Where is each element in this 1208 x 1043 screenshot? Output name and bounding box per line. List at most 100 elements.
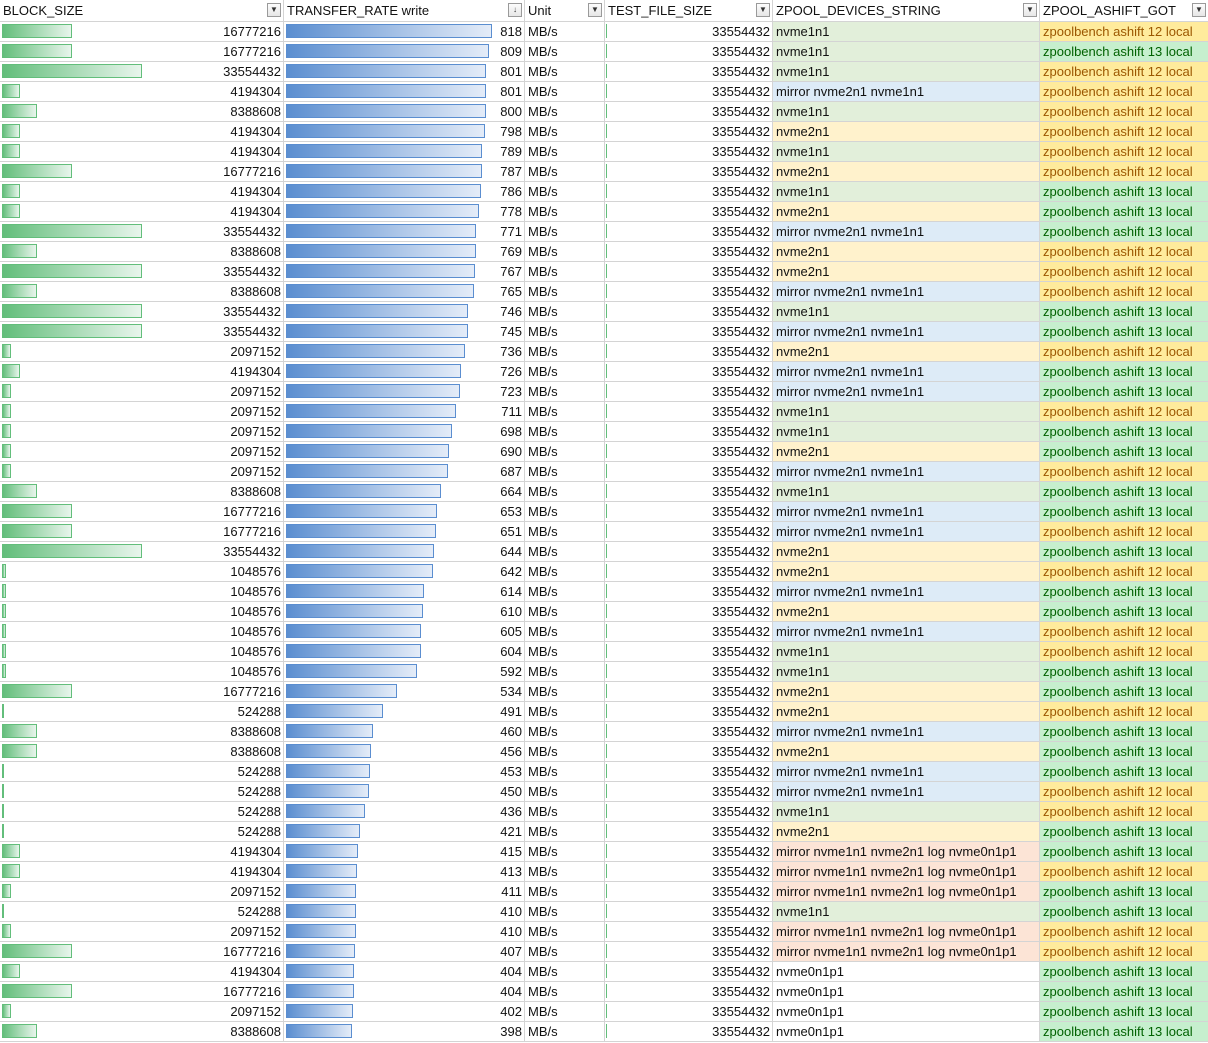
cell-test-file-size[interactable]: 33554432 <box>605 602 773 622</box>
cell-block-size[interactable]: 4194304 <box>0 142 284 162</box>
cell-unit[interactable]: MB/s <box>525 842 605 862</box>
cell-transfer-rate[interactable]: 642 <box>284 562 525 582</box>
cell-test-file-size[interactable]: 33554432 <box>605 462 773 482</box>
cell-ashift[interactable]: zpoolbench ashift 13 local <box>1040 962 1208 982</box>
cell-unit[interactable]: MB/s <box>525 102 605 122</box>
cell-test-file-size[interactable]: 33554432 <box>605 762 773 782</box>
cell-block-size[interactable]: 524288 <box>0 702 284 722</box>
cell-ashift[interactable]: zpoolbench ashift 12 local <box>1040 162 1208 182</box>
cell-block-size[interactable]: 2097152 <box>0 402 284 422</box>
cell-test-file-size[interactable]: 33554432 <box>605 42 773 62</box>
cell-ashift[interactable]: zpoolbench ashift 13 local <box>1040 542 1208 562</box>
cell-unit[interactable]: MB/s <box>525 582 605 602</box>
cell-test-file-size[interactable]: 33554432 <box>605 22 773 42</box>
cell-devices[interactable]: nvme2n1 <box>773 342 1040 362</box>
cell-devices[interactable]: nvme1n1 <box>773 802 1040 822</box>
cell-transfer-rate[interactable]: 723 <box>284 382 525 402</box>
cell-transfer-rate[interactable]: 402 <box>284 1002 525 1022</box>
cell-block-size[interactable]: 2097152 <box>0 922 284 942</box>
cell-transfer-rate[interactable]: 801 <box>284 82 525 102</box>
cell-transfer-rate[interactable]: 653 <box>284 502 525 522</box>
cell-devices[interactable]: mirror nvme2n1 nvme1n1 <box>773 502 1040 522</box>
cell-transfer-rate[interactable]: 410 <box>284 922 525 942</box>
cell-block-size[interactable]: 8388608 <box>0 722 284 742</box>
cell-unit[interactable]: MB/s <box>525 282 605 302</box>
cell-devices[interactable]: nvme0n1p1 <box>773 982 1040 1002</box>
cell-unit[interactable]: MB/s <box>525 322 605 342</box>
cell-devices[interactable]: nvme0n1p1 <box>773 1002 1040 1022</box>
cell-test-file-size[interactable]: 33554432 <box>605 662 773 682</box>
cell-devices[interactable]: nvme2n1 <box>773 202 1040 222</box>
cell-test-file-size[interactable]: 33554432 <box>605 902 773 922</box>
cell-block-size[interactable]: 2097152 <box>0 462 284 482</box>
cell-unit[interactable]: MB/s <box>525 22 605 42</box>
cell-transfer-rate[interactable]: 534 <box>284 682 525 702</box>
cell-test-file-size[interactable]: 33554432 <box>605 142 773 162</box>
cell-block-size[interactable]: 1048576 <box>0 642 284 662</box>
cell-devices[interactable]: mirror nvme1n1 nvme2n1 log nvme0n1p1 <box>773 842 1040 862</box>
cell-transfer-rate[interactable]: 413 <box>284 862 525 882</box>
cell-ashift[interactable]: zpoolbench ashift 12 local <box>1040 922 1208 942</box>
header-unit[interactable]: Unit ▼ <box>525 0 605 22</box>
cell-devices[interactable]: mirror nvme2n1 nvme1n1 <box>773 782 1040 802</box>
cell-devices[interactable]: mirror nvme1n1 nvme2n1 log nvme0n1p1 <box>773 862 1040 882</box>
cell-test-file-size[interactable]: 33554432 <box>605 242 773 262</box>
cell-devices[interactable]: mirror nvme2n1 nvme1n1 <box>773 722 1040 742</box>
cell-block-size[interactable]: 1048576 <box>0 662 284 682</box>
cell-block-size[interactable]: 524288 <box>0 762 284 782</box>
cell-test-file-size[interactable]: 33554432 <box>605 562 773 582</box>
cell-ashift[interactable]: zpoolbench ashift 13 local <box>1040 982 1208 1002</box>
cell-transfer-rate[interactable]: 786 <box>284 182 525 202</box>
cell-block-size[interactable]: 33554432 <box>0 322 284 342</box>
cell-transfer-rate[interactable]: 614 <box>284 582 525 602</box>
cell-ashift[interactable]: zpoolbench ashift 13 local <box>1040 602 1208 622</box>
cell-ashift[interactable]: zpoolbench ashift 12 local <box>1040 782 1208 802</box>
cell-ashift[interactable]: zpoolbench ashift 13 local <box>1040 582 1208 602</box>
cell-devices[interactable]: mirror nvme2n1 nvme1n1 <box>773 382 1040 402</box>
cell-transfer-rate[interactable]: 736 <box>284 342 525 362</box>
cell-transfer-rate[interactable]: 453 <box>284 762 525 782</box>
cell-block-size[interactable]: 524288 <box>0 802 284 822</box>
cell-ashift[interactable]: zpoolbench ashift 13 local <box>1040 222 1208 242</box>
cell-block-size[interactable]: 8388608 <box>0 1022 284 1042</box>
cell-block-size[interactable]: 1048576 <box>0 602 284 622</box>
header-test-file-size[interactable]: TEST_FILE_SIZE ▼ <box>605 0 773 22</box>
cell-transfer-rate[interactable]: 789 <box>284 142 525 162</box>
cell-block-size[interactable]: 1048576 <box>0 622 284 642</box>
cell-unit[interactable]: MB/s <box>525 42 605 62</box>
cell-test-file-size[interactable]: 33554432 <box>605 822 773 842</box>
cell-block-size[interactable]: 2097152 <box>0 1002 284 1022</box>
cell-block-size[interactable]: 16777216 <box>0 682 284 702</box>
cell-test-file-size[interactable]: 33554432 <box>605 982 773 1002</box>
cell-ashift[interactable]: zpoolbench ashift 13 local <box>1040 762 1208 782</box>
cell-test-file-size[interactable]: 33554432 <box>605 102 773 122</box>
cell-test-file-size[interactable]: 33554432 <box>605 362 773 382</box>
cell-block-size[interactable]: 8388608 <box>0 482 284 502</box>
cell-ashift[interactable]: zpoolbench ashift 13 local <box>1040 482 1208 502</box>
cell-ashift[interactable]: zpoolbench ashift 13 local <box>1040 442 1208 462</box>
cell-devices[interactable]: nvme2n1 <box>773 602 1040 622</box>
cell-transfer-rate[interactable]: 491 <box>284 702 525 722</box>
cell-block-size[interactable]: 1048576 <box>0 582 284 602</box>
cell-test-file-size[interactable]: 33554432 <box>605 182 773 202</box>
cell-unit[interactable]: MB/s <box>525 882 605 902</box>
cell-block-size[interactable]: 16777216 <box>0 162 284 182</box>
cell-transfer-rate[interactable]: 605 <box>284 622 525 642</box>
cell-block-size[interactable]: 4194304 <box>0 182 284 202</box>
cell-test-file-size[interactable]: 33554432 <box>605 502 773 522</box>
cell-test-file-size[interactable]: 33554432 <box>605 122 773 142</box>
cell-block-size[interactable]: 4194304 <box>0 122 284 142</box>
cell-unit[interactable]: MB/s <box>525 862 605 882</box>
cell-transfer-rate[interactable]: 404 <box>284 982 525 1002</box>
cell-ashift[interactable]: zpoolbench ashift 12 local <box>1040 142 1208 162</box>
header-block-size[interactable]: BLOCK_SIZE ▼ <box>0 0 284 22</box>
cell-block-size[interactable]: 2097152 <box>0 422 284 442</box>
cell-unit[interactable]: MB/s <box>525 1002 605 1022</box>
cell-ashift[interactable]: zpoolbench ashift 12 local <box>1040 282 1208 302</box>
cell-ashift[interactable]: zpoolbench ashift 13 local <box>1040 382 1208 402</box>
cell-test-file-size[interactable]: 33554432 <box>605 202 773 222</box>
cell-transfer-rate[interactable]: 610 <box>284 602 525 622</box>
cell-test-file-size[interactable]: 33554432 <box>605 262 773 282</box>
cell-devices[interactable]: mirror nvme2n1 nvme1n1 <box>773 82 1040 102</box>
cell-block-size[interactable]: 4194304 <box>0 962 284 982</box>
